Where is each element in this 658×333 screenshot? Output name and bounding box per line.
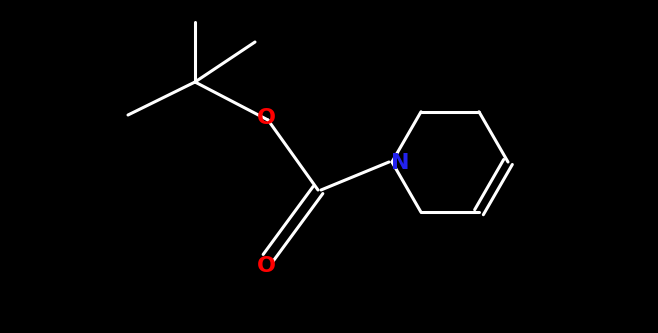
Text: O: O <box>257 256 276 276</box>
Text: N: N <box>391 153 409 173</box>
Text: O: O <box>257 108 276 128</box>
